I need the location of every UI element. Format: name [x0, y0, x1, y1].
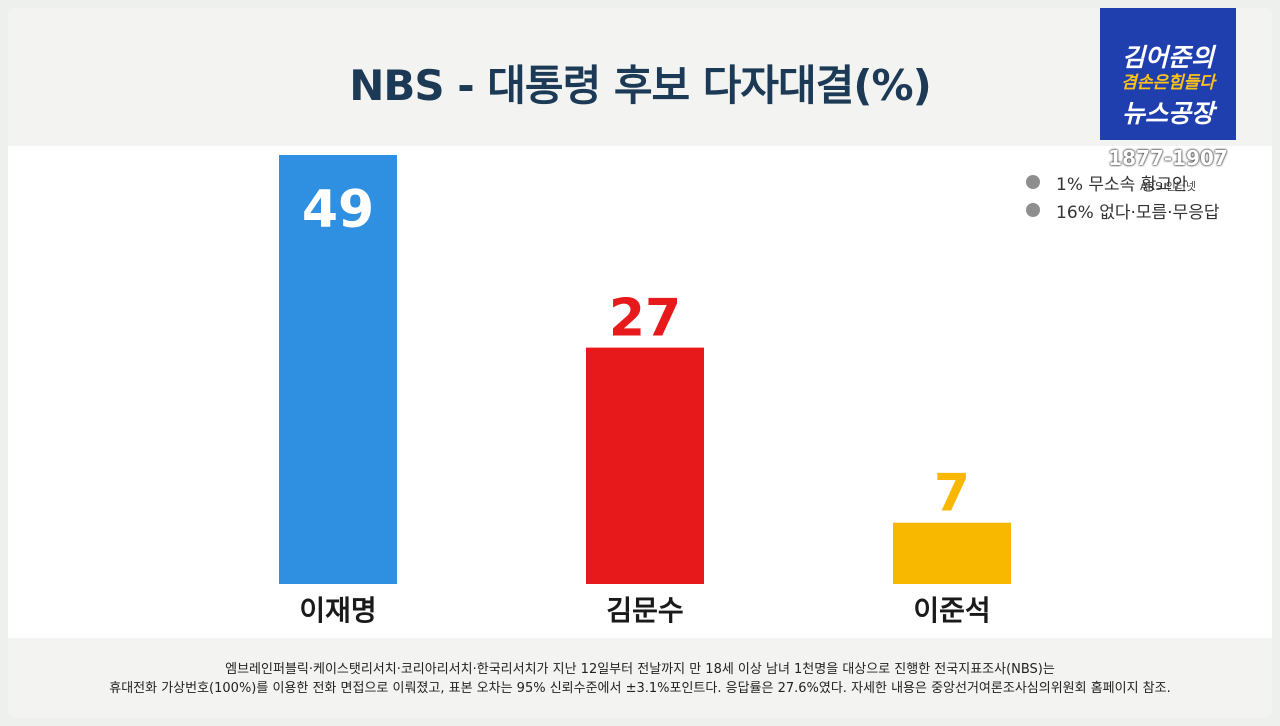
- phone-number: 1877-1907: [1108, 146, 1228, 170]
- legend-item: 16% 없다·모름·무응답: [1026, 196, 1219, 224]
- footnote-line-1: 엠브레인퍼블릭·케이스탯리서치·코리아리서치·한국리서치가 지난 12일부터 전…: [225, 662, 1055, 677]
- bar-value-label: 49: [302, 180, 374, 240]
- category-label: 이준석: [913, 594, 990, 627]
- title-bar: NBS - 대통령 후보 다자대결(%): [8, 8, 1272, 146]
- footnote-line-2: 휴대전화 가상번호(100%)를 이용한 전화 면접으로 이뤄졌고, 표본 오차…: [109, 681, 1171, 696]
- bar-value-label: 7: [934, 464, 970, 524]
- category-label: 이재명: [299, 594, 376, 627]
- chart-title: NBS - 대통령 후보 다자대결(%): [349, 61, 932, 110]
- category-label: 김문수: [606, 594, 683, 627]
- legend-dot-icon: [1026, 175, 1040, 189]
- bar-1: [279, 155, 397, 584]
- legend-item: 1% 무소속 황교안: [1026, 168, 1219, 196]
- legend: 1% 무소속 황교안 16% 없다·모름·무응답: [1026, 168, 1219, 224]
- bar-value-label: 27: [609, 289, 681, 349]
- logo-line-1: 김어준의: [1121, 43, 1214, 72]
- bar-2: [586, 347, 704, 584]
- program-logo: 김어준의 겸손은힘들다 뉴스공장: [1100, 8, 1236, 140]
- footnote-panel: 엠브레인퍼블릭·케이스탯리서치·코리아리서치·한국리서치가 지난 12일부터 전…: [8, 638, 1272, 718]
- logo-line-3: 뉴스공장: [1121, 99, 1214, 128]
- logo-line-2: 겸손은힘들다: [1121, 73, 1215, 93]
- footnote: 엠브레인퍼블릭·케이스탯리서치·코리아리서치·한국리서치가 지난 12일부터 전…: [48, 660, 1232, 698]
- chart-card: NBS - 대통령 후보 다자대결(%) 엠브레인퍼블릭·케이스탯리서치·코리아…: [8, 8, 1272, 718]
- legend-dot-icon: [1026, 203, 1040, 217]
- bar-3: [893, 522, 1011, 584]
- legend-label: 1% 무소속 황교안: [1056, 174, 1188, 195]
- phone-subtext: ARS 인터넷: [1139, 180, 1196, 193]
- legend-label: 16% 없다·모름·무응답: [1056, 202, 1220, 223]
